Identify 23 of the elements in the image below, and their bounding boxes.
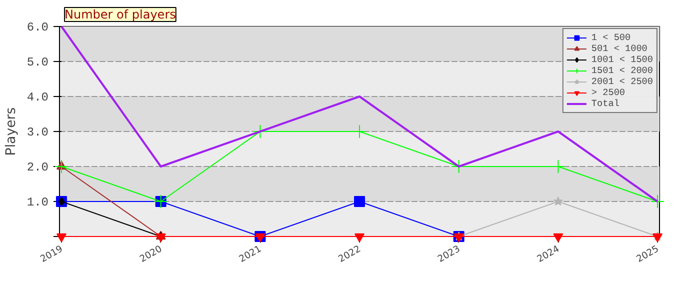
chart-title: Number of players <box>64 8 176 22</box>
point <box>354 233 364 242</box>
y-tick-label: 4.0 <box>26 90 49 104</box>
legend-label: 2001 < 2500 <box>591 76 653 87</box>
point <box>553 233 564 242</box>
legend-label: 1001 < 1500 <box>591 54 653 65</box>
point <box>650 194 665 208</box>
legend-label: 1501 < 2000 <box>591 65 653 76</box>
point <box>56 233 66 242</box>
legend-label: 1 < 500 <box>591 32 631 43</box>
point <box>553 196 563 206</box>
y-tick-label: 2.0 <box>26 160 49 174</box>
y-tick-label: 5.0 <box>26 56 49 70</box>
legend-label: Total <box>591 98 620 109</box>
y-tick-label: 6.0 <box>26 20 49 34</box>
legend-label: 501 < 1000 <box>591 43 648 54</box>
legend-label: > 2500 <box>591 87 626 98</box>
point <box>58 197 65 206</box>
point <box>354 196 365 207</box>
y-axis-title: Players <box>4 107 19 156</box>
y-tick-label: 3.0 <box>26 126 49 140</box>
y-tick-label: 1.0 <box>26 196 49 210</box>
line-series <box>60 26 659 202</box>
